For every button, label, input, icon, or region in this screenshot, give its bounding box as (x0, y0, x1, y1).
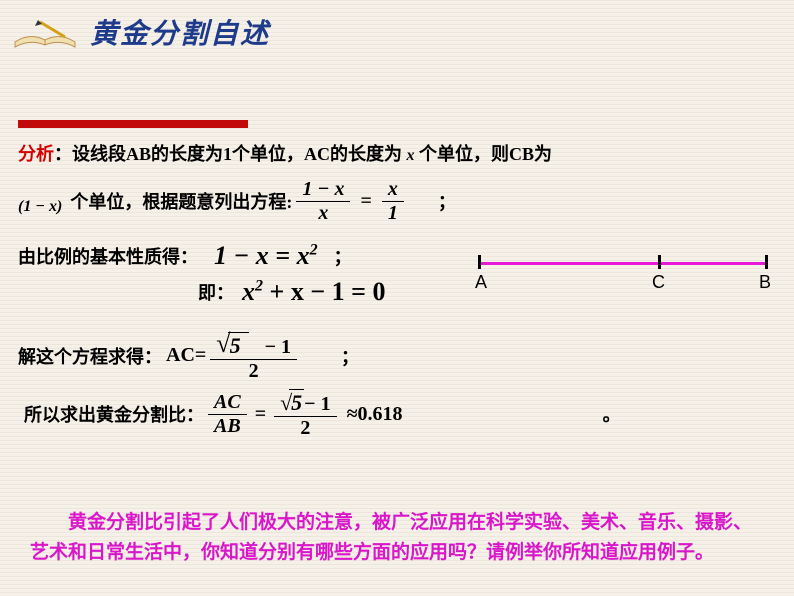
tick-b (765, 255, 768, 269)
page-title: 黄金分割自述 (90, 12, 270, 52)
text-1a: ：设线段AB的长度为1个单位，AC的长度为 (54, 144, 402, 164)
red-divider (18, 120, 248, 128)
content-area: 分析：设线段AB的长度为1个单位，AC的长度为 x 个单位，则CB为 (1 − … (18, 140, 776, 440)
text-1b: 个单位，则CB为 (419, 144, 552, 164)
segment-line (478, 262, 768, 265)
label-a: A (475, 272, 487, 293)
book-icon (10, 12, 80, 52)
fraction-acab: AC AB (208, 391, 247, 438)
ac-equals: AC= (166, 344, 206, 367)
property-line: 由比例的基本性质得： 1 − x = x2 ； (18, 241, 776, 271)
equation-1: 1 − x = x2 (214, 241, 318, 271)
tick-c (658, 255, 661, 269)
equation-line-1: (1 − x) 个单位，根据题意列出方程: 1 − x x = x 1 ； (18, 178, 776, 225)
text-4: 即： (198, 279, 234, 305)
sqrt-5b: √5 (280, 389, 304, 416)
var-x: x (407, 147, 415, 164)
text-5: 解这个方程求得： (18, 343, 162, 369)
fraction-1: 1 − x x (296, 178, 350, 225)
fraction-2: x 1 (382, 178, 404, 225)
one-minus-x: (1 − x) (18, 198, 62, 216)
period: 。 (603, 401, 621, 427)
text-3: 由比例的基本性质得： (18, 243, 198, 269)
fraction-ac: √5 − 1 2 (210, 329, 297, 383)
equals-2: = (255, 403, 266, 426)
equals-1: = (360, 190, 371, 213)
sqrt-5: √5 (216, 329, 248, 359)
label-c: C (652, 272, 665, 293)
equation-2: x2 + x − 1 = 0 (242, 277, 385, 307)
text-6: 所以求出黄金分割比： (24, 401, 204, 427)
analysis-line: 分析：设线段AB的长度为1个单位，AC的长度为 x 个单位，则CB为 (18, 140, 776, 170)
line-segment-diagram: A C B (478, 262, 768, 265)
header: 黄金分割自述 (10, 12, 270, 52)
analysis-label: 分析 (18, 144, 54, 164)
fraction-golden: √5 − 1 2 (274, 389, 336, 440)
footer-text: 黄金分割比引起了人们极大的注意，被广泛应用在科学实验、美术、音乐、摄影、艺术和日… (30, 508, 764, 568)
solve-line: 解这个方程求得： AC= √5 − 1 2 ； (18, 329, 776, 383)
semicolon-2: ； (334, 243, 352, 269)
text-2: 个单位，根据题意列出方程: (70, 188, 292, 214)
label-b: B (759, 272, 771, 293)
tick-a (478, 255, 481, 269)
semicolon-1: ； (438, 188, 456, 214)
ratio-line: 所以求出黄金分割比： AC AB = √5 − 1 2 ≈0.618 。 (18, 389, 776, 440)
approx-value: ≈0.618 (347, 403, 403, 426)
semicolon-3: ； (341, 343, 359, 369)
